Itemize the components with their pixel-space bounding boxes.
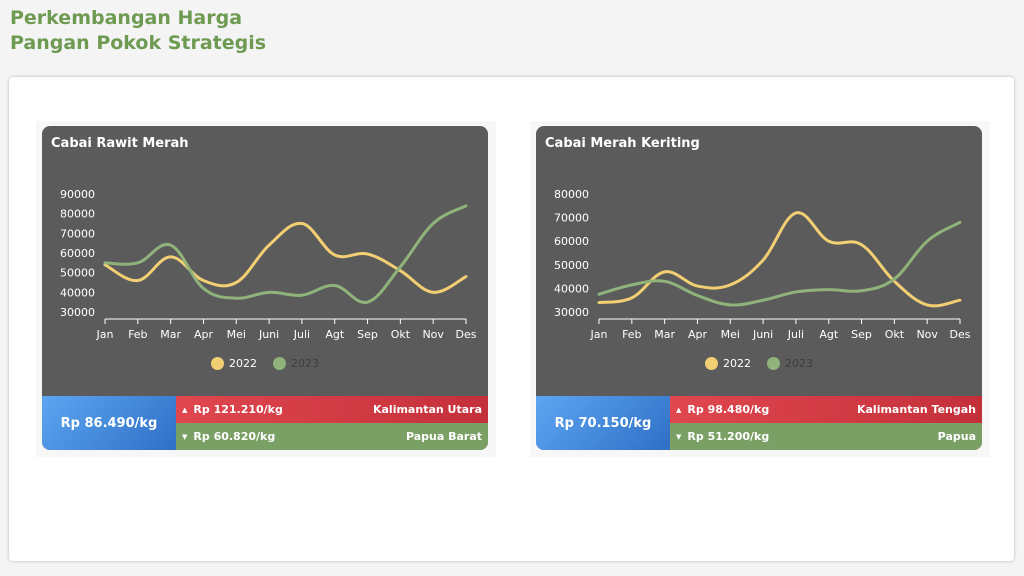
line-chart: 30000 40000 50000 60000 70000 80000 90000 Jan Fe… bbox=[60, 188, 477, 341]
current-price-box: Rp 86.490/kg bbox=[42, 396, 176, 450]
page-title-line1: Perkembangan Harga bbox=[10, 7, 243, 29]
x-tick-label: Jan bbox=[590, 328, 608, 341]
x-tick-label: Okt bbox=[885, 328, 905, 341]
chart-card-cabai-rawit-merah: Cabai Rawit Merah 30000 40000 50000 60000 70… bbox=[42, 126, 488, 450]
x-tick-label: Mar bbox=[654, 328, 675, 341]
x-tick-label: Sep bbox=[851, 328, 872, 341]
chart-legend: 2022 2023 bbox=[536, 357, 982, 370]
y-tick-label: 80000 bbox=[60, 208, 95, 221]
x-tick-label: Agt bbox=[819, 328, 839, 341]
legend-item-2022[interactable]: 2022 bbox=[705, 357, 751, 370]
x-tick-label: Agt bbox=[325, 328, 345, 341]
x-tick-label: Juli bbox=[787, 328, 804, 341]
y-tick-label: 30000 bbox=[554, 306, 589, 319]
legend-label-2023: 2023 bbox=[785, 357, 813, 370]
y-tick-label: 50000 bbox=[554, 259, 589, 272]
card-frame-cabai-merah-keriting: Cabai Merah Keriting 30000 40000 50000 6000… bbox=[530, 121, 990, 457]
y-tick-label: 60000 bbox=[60, 247, 95, 260]
caret-up-icon: ▲ bbox=[676, 405, 682, 414]
y-tick-label: 70000 bbox=[60, 227, 95, 240]
legend-dot-2022-icon bbox=[705, 357, 718, 370]
highest-price-row: ▲ Rp 98.480/kg Kalimantan Tengah bbox=[670, 396, 982, 423]
x-tick-label: Feb bbox=[128, 328, 147, 341]
x-tick-label: Mei bbox=[721, 328, 740, 341]
current-price: Rp 70.150/kg bbox=[554, 415, 652, 431]
y-tick-label: 80000 bbox=[554, 188, 589, 201]
legend-label-2022: 2022 bbox=[723, 357, 751, 370]
x-tick-label: Nov bbox=[916, 328, 938, 341]
highest-region: Kalimantan Utara bbox=[372, 403, 482, 416]
highest-price-row: ▲ Rp 121.210/kg Kalimantan Utara bbox=[176, 396, 488, 423]
y-tick-label: 40000 bbox=[60, 286, 95, 299]
main-panel: Cabai Rawit Merah 30000 40000 50000 60000 70… bbox=[9, 77, 1014, 561]
x-tick-label: Feb bbox=[622, 328, 641, 341]
legend-dot-2022-icon bbox=[211, 357, 224, 370]
x-tick-label: Mei bbox=[227, 328, 246, 341]
caret-down-icon: ▼ bbox=[182, 432, 188, 441]
series-line-2022 bbox=[597, 211, 962, 308]
x-tick-label: Juni bbox=[258, 328, 279, 341]
legend-label-2022: 2022 bbox=[229, 357, 257, 370]
y-tick-label: 70000 bbox=[554, 212, 589, 225]
x-tick-label: Sep bbox=[357, 328, 378, 341]
y-tick-label: 30000 bbox=[60, 306, 95, 319]
card-frame-cabai-rawit-merah: Cabai Rawit Merah 30000 40000 50000 60000 70… bbox=[36, 121, 496, 457]
highest-price: Rp 98.480/kg bbox=[687, 403, 770, 416]
y-tick-label: 60000 bbox=[554, 235, 589, 248]
current-price-box: Rp 70.150/kg bbox=[536, 396, 670, 450]
x-tick-label: Jan bbox=[96, 328, 114, 341]
card-title: Cabai Merah Keriting bbox=[545, 136, 700, 151]
legend-label-2023: 2023 bbox=[291, 357, 319, 370]
x-tick-label: Okt bbox=[391, 328, 411, 341]
chart-legend: 2022 2023 bbox=[42, 357, 488, 370]
y-tick-label: 50000 bbox=[60, 267, 95, 280]
highest-price: Rp 121.210/kg bbox=[193, 403, 283, 416]
page-title-line2: Pangan Pokok Strategis bbox=[10, 32, 267, 54]
y-tick-label: 40000 bbox=[554, 282, 589, 295]
x-tick-label: Juli bbox=[293, 328, 310, 341]
lowest-region: Papua Barat bbox=[405, 430, 482, 443]
legend-item-2023[interactable]: 2023 bbox=[767, 357, 813, 370]
legend-item-2022[interactable]: 2022 bbox=[211, 357, 257, 370]
x-tick-label: Juni bbox=[752, 328, 773, 341]
series-line-2023 bbox=[597, 220, 962, 307]
legend-dot-2023-icon bbox=[767, 357, 780, 370]
lowest-price: Rp 60.820/kg bbox=[193, 430, 276, 443]
highest-region: Kalimantan Tengah bbox=[856, 403, 976, 416]
series-line-2022 bbox=[103, 221, 468, 294]
card-title: Cabai Rawit Merah bbox=[51, 136, 189, 151]
legend-item-2023[interactable]: 2023 bbox=[273, 357, 319, 370]
x-tick-label: Des bbox=[950, 328, 971, 341]
caret-up-icon: ▲ bbox=[182, 405, 188, 414]
page-title: Perkembangan Harga Pangan Pokok Strategi… bbox=[10, 6, 266, 56]
x-tick-label: Des bbox=[456, 328, 477, 341]
chart-card-cabai-merah-keriting: Cabai Merah Keriting 30000 40000 50000 6000… bbox=[536, 126, 982, 450]
x-tick-label: Nov bbox=[422, 328, 444, 341]
lowest-price-row: ▼ Rp 60.820/kg Papua Barat bbox=[176, 423, 488, 450]
lowest-price: Rp 51.200/kg bbox=[687, 430, 770, 443]
series-line-2023 bbox=[103, 204, 468, 304]
lowest-region: Papua bbox=[937, 430, 976, 443]
line-chart: 30000 40000 50000 60000 70000 80000 Jan Feb Mar A… bbox=[554, 188, 971, 341]
lowest-price-row: ▼ Rp 51.200/kg Papua bbox=[670, 423, 982, 450]
current-price: Rp 86.490/kg bbox=[60, 415, 158, 431]
x-tick-label: Apr bbox=[688, 328, 708, 341]
y-tick-label: 90000 bbox=[60, 188, 95, 201]
x-tick-label: Mar bbox=[160, 328, 181, 341]
x-tick-label: Apr bbox=[194, 328, 214, 341]
legend-dot-2023-icon bbox=[273, 357, 286, 370]
caret-down-icon: ▼ bbox=[676, 432, 682, 441]
